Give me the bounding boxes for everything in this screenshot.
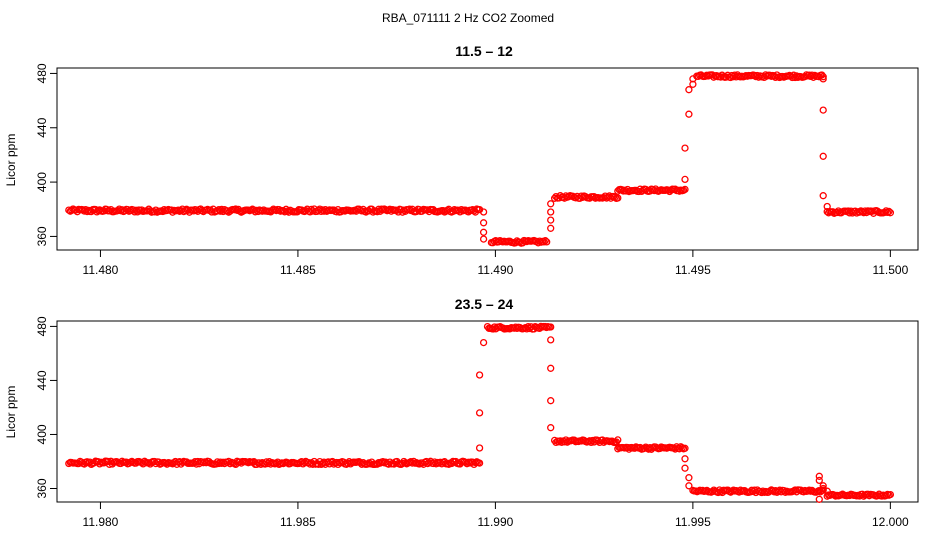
data-point (681, 464, 689, 472)
data-point (614, 194, 622, 202)
data-point (823, 202, 831, 211)
data-point (547, 200, 555, 208)
plot-frame (56, 67, 919, 251)
data-points (65, 71, 895, 247)
data-point (547, 224, 555, 232)
data-point (681, 185, 689, 194)
data-point (882, 491, 890, 500)
data-point (547, 336, 555, 344)
y-axis-label: Licor ppm (4, 386, 18, 439)
data-point (815, 486, 823, 495)
data-point (550, 194, 559, 202)
data-point (815, 495, 823, 503)
data-point (819, 75, 827, 83)
data-point (547, 364, 555, 372)
y-tick-label: 360 (35, 226, 49, 246)
data-point (819, 106, 827, 114)
data-point (886, 490, 895, 499)
panel-bottom: 23.5 – 24 Licor ppm 11.980 11.985 11.990 11… (4, 296, 919, 529)
data-point (685, 482, 693, 490)
data-point (479, 219, 488, 227)
data-point (818, 71, 826, 79)
data-point (823, 487, 831, 495)
data-point (885, 207, 893, 216)
data-point (681, 444, 689, 452)
data-point (547, 397, 555, 405)
plot-frame (56, 320, 919, 503)
data-point (479, 228, 488, 236)
data-point (547, 216, 555, 224)
data-point (541, 237, 549, 245)
data-point (543, 238, 551, 246)
x-tick-label: 11.995 (675, 515, 711, 529)
data-point (819, 482, 827, 490)
x-tick-label: 11.985 (280, 515, 316, 529)
panel-title: 23.5 – 24 (455, 296, 514, 312)
data-point (815, 472, 823, 480)
x-tick-label: 11.495 (675, 263, 711, 277)
data-point (479, 235, 488, 243)
data-point (547, 424, 555, 432)
data-point (689, 75, 697, 83)
x-tick-label: 11.500 (872, 263, 908, 277)
data-point (614, 436, 622, 444)
data-point (685, 474, 693, 482)
data-point (681, 175, 689, 184)
x-tick-label: 11.990 (477, 515, 513, 529)
data-point (678, 444, 686, 452)
data-points (65, 322, 895, 503)
data-point (685, 110, 693, 118)
data-point (819, 152, 827, 160)
y-tick-label: 440 (35, 370, 49, 390)
y-tick-label: 360 (35, 478, 49, 498)
data-point (886, 209, 895, 217)
y-tick-label: 480 (35, 63, 49, 83)
x-tick-label: 11.980 (83, 515, 119, 529)
data-point (815, 476, 823, 485)
panel-title: 11.5 – 12 (455, 43, 513, 59)
panel-top: 11.5 – 12 Licor ppm 11.480 11.485 11.490 11… (4, 43, 919, 277)
y-tick-label: 400 (35, 172, 49, 192)
data-point (883, 208, 892, 217)
data-point (819, 73, 827, 81)
data-point (475, 371, 484, 379)
data-point (475, 459, 484, 467)
data-point (475, 444, 484, 452)
data-point (479, 338, 488, 347)
y-tick-label: 440 (35, 117, 49, 137)
data-point (540, 238, 548, 246)
x-tick-label: 11.485 (280, 263, 316, 277)
data-point (547, 208, 555, 216)
y-tick-label: 400 (35, 424, 49, 444)
data-point (479, 208, 488, 216)
data-point (547, 323, 555, 331)
data-point (681, 144, 689, 152)
data-point (882, 207, 890, 215)
data-point (685, 86, 693, 94)
y-axis-label: Licor ppm (4, 134, 18, 187)
x-tick-label: 12.000 (872, 515, 909, 529)
y-tick-label: 480 (35, 316, 49, 336)
data-point (475, 409, 484, 417)
main-title: RBA_071111 2 Hz CO2 Zoomed (382, 11, 554, 25)
x-tick-label: 11.480 (83, 263, 119, 277)
x-tick-label: 11.490 (477, 263, 513, 277)
data-point (681, 455, 689, 463)
data-point (819, 192, 827, 200)
